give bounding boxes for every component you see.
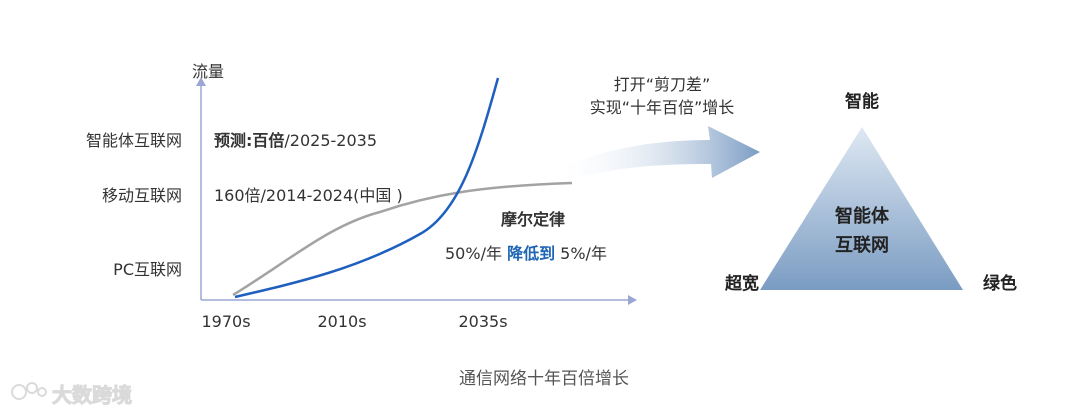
- x-axis-arrowhead: [628, 295, 637, 305]
- y-label-mobile-internet: 移动互联网: [102, 186, 182, 205]
- moore-rate-drop: 降低到: [507, 244, 555, 263]
- moore-law-rate: 50%/年 降低到 5%/年: [445, 244, 607, 263]
- watermark-text: 大数跨境: [52, 383, 132, 407]
- triangle-left-label: 超宽: [725, 273, 759, 294]
- triangle-top-label: 智能: [845, 91, 879, 112]
- y-axis-arrowhead: [196, 77, 206, 86]
- triangle-shape: [760, 127, 963, 290]
- triangle-center-line2: 互联网: [835, 235, 889, 256]
- arrow-label-line2: 实现“十年百倍”增长: [590, 98, 735, 117]
- watermark: 大数跨境: [11, 382, 133, 408]
- moore-rate-from: 50%/年: [445, 244, 502, 263]
- ai-forecast-label: 预测:百倍/2025-2035: [214, 131, 377, 150]
- triangle-right-label: 绿色: [983, 273, 1017, 294]
- y-label-pc-internet: PC互联网: [113, 260, 182, 279]
- arrow-body: [555, 126, 760, 182]
- arrow-label-line1: 打开“剪刀差”: [614, 75, 711, 94]
- mobile-growth-label: 160倍/2014-2024(中国 ): [214, 186, 403, 205]
- ai-growth-curve: [234, 77, 500, 299]
- watermark-logo-icon: [11, 382, 47, 400]
- triangle-center-line1: 智能体: [835, 205, 890, 227]
- y-axis-label: 流量: [192, 62, 224, 81]
- moore-law-title: 摩尔定律: [501, 210, 565, 229]
- traffic-chart: 流量 智能体互联网 移动互联网 PC互联网 1970s 2010s 2035s …: [86, 62, 637, 331]
- x-tick-1970s: 1970s: [201, 312, 250, 331]
- moore-rate-to: 5%/年: [560, 244, 607, 263]
- y-label-ai-internet: 智能体互联网: [86, 131, 182, 150]
- ai-forecast-prefix: 预测:百倍: [214, 131, 284, 150]
- x-tick-2010s: 2010s: [317, 312, 366, 331]
- growth-arrow: 打开“剪刀差” 实现“十年百倍”增长: [555, 75, 760, 182]
- pillar-triangle: 智能 超宽 绿色 智能体 互联网: [725, 91, 1017, 294]
- mobile-growth-curve: [232, 181, 573, 297]
- ai-forecast-suffix: /2025-2035: [284, 131, 377, 150]
- x-tick-2035s: 2035s: [458, 312, 507, 331]
- figure-caption: 通信网络十年百倍增长: [459, 369, 629, 389]
